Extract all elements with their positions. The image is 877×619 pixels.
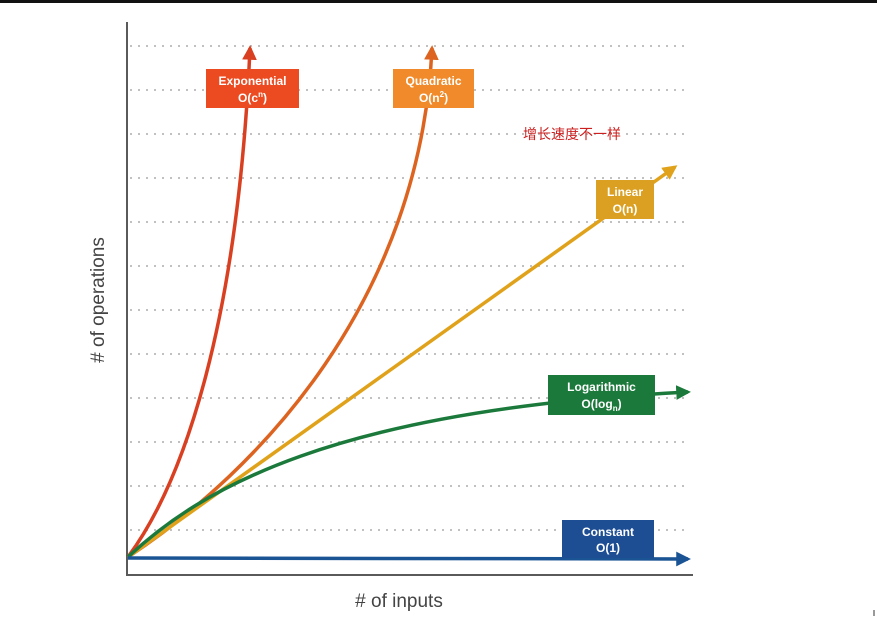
edge-mark [873,610,875,616]
label-box-quadratic [393,69,474,108]
label-line2-constant: O(1) [596,541,620,555]
label-line1-linear: Linear [607,185,643,199]
chart-annotation: 增长速度不一样 [523,127,621,143]
x-axis-label: # of inputs [355,591,443,612]
label-box-linear [596,180,654,219]
gridlines [130,45,686,531]
label-box-constant [562,520,654,558]
y-axis-label: # of operations [88,237,109,363]
label-exponential: Exponential O(cn) [206,69,299,108]
label-line2-quadratic: O(n2) [419,90,448,105]
label-linear: Linear O(n) [596,180,654,219]
label-logarithmic: Logarithmic O(logn) [548,375,655,415]
series-line-constant [127,551,691,567]
label-quadratic: Quadratic O(n2) [393,69,474,108]
label-box-logarithmic [548,375,655,415]
series-line-exponential [126,45,257,559]
series-curves [126,45,691,567]
label-line2-logarithmic: O(logn) [581,397,621,413]
label-constant: Constant O(1) [562,520,654,558]
label-line1-exponential: Exponential [218,74,286,88]
label-line1-constant: Constant [582,525,634,539]
label-line1-quadratic: Quadratic [405,74,461,88]
label-line2-linear: O(n) [613,202,638,216]
series-line-quadratic [127,45,439,559]
label-box-exponential [206,69,299,108]
label-line1-logarithmic: Logarithmic [567,380,636,394]
top-border [0,0,877,3]
label-line2-exponential: O(cn) [238,90,267,105]
